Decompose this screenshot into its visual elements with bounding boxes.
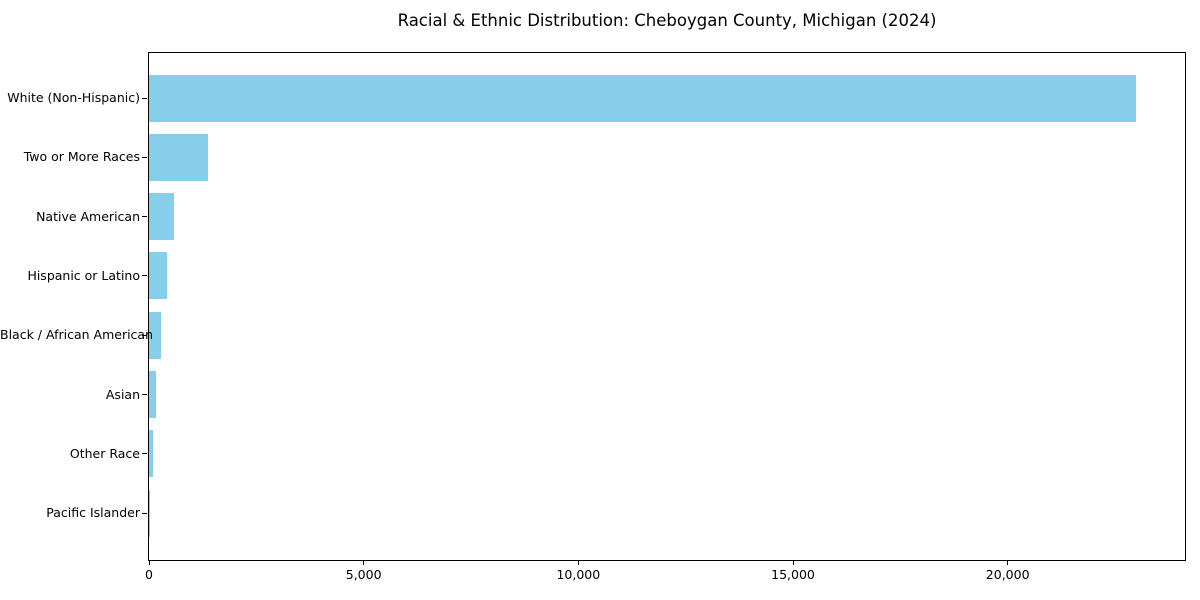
y-tick-mark xyxy=(142,394,147,395)
x-tick-mark xyxy=(792,560,794,565)
x-tick-mark xyxy=(1007,560,1009,565)
plot-area xyxy=(148,52,1186,561)
x-tick-label: 10,000 xyxy=(556,567,601,582)
bar-hispanic-or-latino xyxy=(149,252,168,300)
y-tick-label: White (Non-Hispanic) xyxy=(7,90,140,105)
y-tick-label: Other Race xyxy=(69,445,140,461)
x-tick-mark xyxy=(577,560,579,565)
y-tick-label: Hispanic or Latino xyxy=(27,267,140,283)
x-tick-label: 20,000 xyxy=(985,567,1030,582)
bar-white-non-hispanic xyxy=(149,74,1136,122)
x-tick-label: 15,000 xyxy=(771,567,815,582)
y-tick-mark xyxy=(142,334,147,336)
y-tick-mark xyxy=(142,156,147,158)
y-tick-mark xyxy=(142,216,147,218)
y-tick-label: Asian xyxy=(105,386,140,402)
y-tick-mark xyxy=(142,512,147,514)
x-tick-label: 0 xyxy=(145,567,153,582)
bar-native-american xyxy=(149,193,174,241)
y-tick-mark xyxy=(142,275,147,277)
y-tick-label: Pacific Islander xyxy=(46,505,140,521)
y-tick-label: Black / African American xyxy=(0,327,154,343)
bar-other-race xyxy=(149,430,153,478)
bar-black-african-american xyxy=(149,311,161,359)
bar-asian xyxy=(149,371,157,418)
bar-two-or-more-races xyxy=(149,133,209,181)
chart-title: Racial & Ethnic Distribution: Cheboygan … xyxy=(397,11,937,30)
y-tick-label: Native American xyxy=(36,208,140,224)
x-tick-label: 5,000 xyxy=(345,567,382,582)
x-tick-mark xyxy=(363,560,365,565)
y-tick-mark xyxy=(142,97,147,99)
y-tick-mark xyxy=(142,453,147,455)
x-tick-mark xyxy=(148,560,150,565)
y-tick-label: Two or More Races xyxy=(23,149,140,165)
